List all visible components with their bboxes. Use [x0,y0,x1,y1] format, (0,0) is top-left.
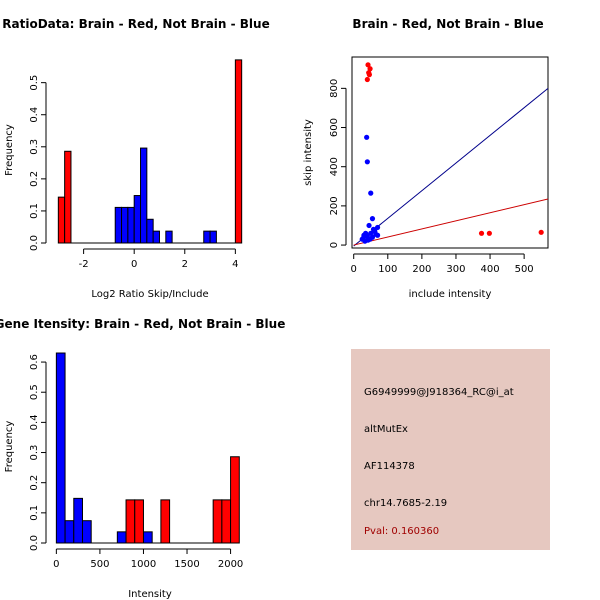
y-axis-label: Frequency [4,421,15,473]
y-tick-label: 0.3 [29,445,40,461]
y-tick-label: 0.4 [29,107,40,123]
x-tick-label: -2 [79,259,89,270]
x-tick-label: 100 [378,264,397,275]
blue-fit-line [353,87,548,247]
x-tick-label: 400 [481,264,500,275]
x-tick-label: 0 [351,264,357,275]
histogram-bar [230,456,240,544]
histogram-bar [121,206,129,244]
y-tick-label: 400 [329,157,340,176]
y-tick-label: 0.3 [29,139,40,155]
x-tick-label: 300 [446,264,465,275]
histogram-bar [134,499,144,544]
y-tick-label: 0.0 [29,235,40,251]
y-tick-label: 0.4 [29,414,40,430]
x-tick-label: 500 [515,264,534,275]
histogram-bar [133,195,142,244]
y-tick-label: 0.2 [29,475,40,491]
probe-info-panel: G6949999@J918364_RC@i_at altMutEx AF1143… [351,349,550,550]
scatter-point [368,230,374,236]
scatter-point [364,76,370,83]
x-axis-label: include intensity [409,289,492,300]
scatter-point [363,230,369,236]
x-tick-label: 200 [412,264,431,275]
histogram-bar [152,230,160,244]
histogram-bar [203,230,211,244]
y-tick-label: 0.5 [29,75,40,91]
scatter-point [366,72,372,78]
event-type-text: altMutEx [364,424,408,435]
scatter-point [538,229,544,235]
intensity-scatter-panel: Brain - Red, Not Brain - Blue include int… [303,17,549,300]
x-tick-label: 500 [90,559,109,570]
scatter-point [364,159,370,165]
location-text: chr14.7685-2.19 [364,498,448,509]
y-tick-label: 800 [329,79,340,98]
y-tick-label: 0.6 [29,354,40,370]
y-tick-label: 0.1 [29,505,40,521]
chart-title: Gene Itensity: Brain - Red, Not Brain - … [0,317,285,331]
red-fit-line [353,198,548,246]
scatter-point [362,238,368,244]
accession-text: AF114378 [364,461,415,472]
scatter-point [365,62,371,68]
y-axis-label: Frequency [4,124,15,176]
scatter-point [364,134,370,140]
y-tick-label: 200 [329,196,340,215]
ratio-histogram-panel: RatioData: Brain - Red, Not Brain - Blue… [2,17,269,300]
chart-title: RatioData: Brain - Red, Not Brain - Blue [2,17,269,31]
histogram-bar [116,531,127,544]
chart-title: Brain - Red, Not Brain - Blue [352,17,543,31]
scatter-point [374,232,381,238]
histogram-bar [209,230,217,244]
histogram-bar [125,499,136,544]
x-tick-label: 4 [232,259,238,270]
x-tick-label: 0 [53,559,59,570]
scatter-point [486,230,492,236]
y-axis-label: skip intensity [303,119,314,186]
x-tick-label: 1500 [174,559,199,570]
histogram-bar [57,196,66,244]
probe-id-text: G6949999@J918364_RC@i_at [364,387,514,398]
histogram-bar [212,499,223,544]
x-tick-label: 2 [182,259,188,270]
x-axis-label: Log2 Ratio Skip/Include [91,289,208,300]
histogram-bar [64,520,75,544]
histogram-bar [114,206,123,244]
y-tick-label: 0.5 [29,384,40,400]
gene-intensity-histogram-panel: Gene Itensity: Brain - Red, Not Brain - … [0,317,285,600]
histogram-bar [221,499,232,544]
x-tick-label: 2000 [218,559,243,570]
histogram-bar [160,499,171,544]
histogram-bar [81,520,92,544]
histogram-bar [234,59,243,244]
scatter-point [478,230,485,236]
scatter-point [369,216,376,222]
histogram-bar [142,531,153,544]
x-tick-label: 0 [131,259,137,270]
histogram-bar [127,206,135,244]
scatter-point [366,222,372,229]
histogram-bar [146,218,154,244]
histogram-bar [55,352,66,544]
histogram-bar [165,230,173,244]
y-tick-label: 0.0 [29,535,40,551]
x-axis-label: Intensity [128,589,172,600]
scatter-point [368,190,374,196]
histogram-bar [73,497,83,544]
y-tick-label: 0.1 [29,203,40,219]
x-tick-label: 1000 [131,559,156,570]
plot-area [353,62,548,247]
y-tick-label: 600 [329,118,340,137]
y-tick-label: 0 [329,242,340,248]
scatter-point [374,224,381,231]
scatter-point [367,66,373,72]
pval-text: Pval: 0.160360 [364,526,440,537]
y-tick-label: 0.2 [29,171,40,187]
plot-frame [351,56,549,249]
histogram-bar [64,150,72,244]
histogram-bar [140,147,148,244]
